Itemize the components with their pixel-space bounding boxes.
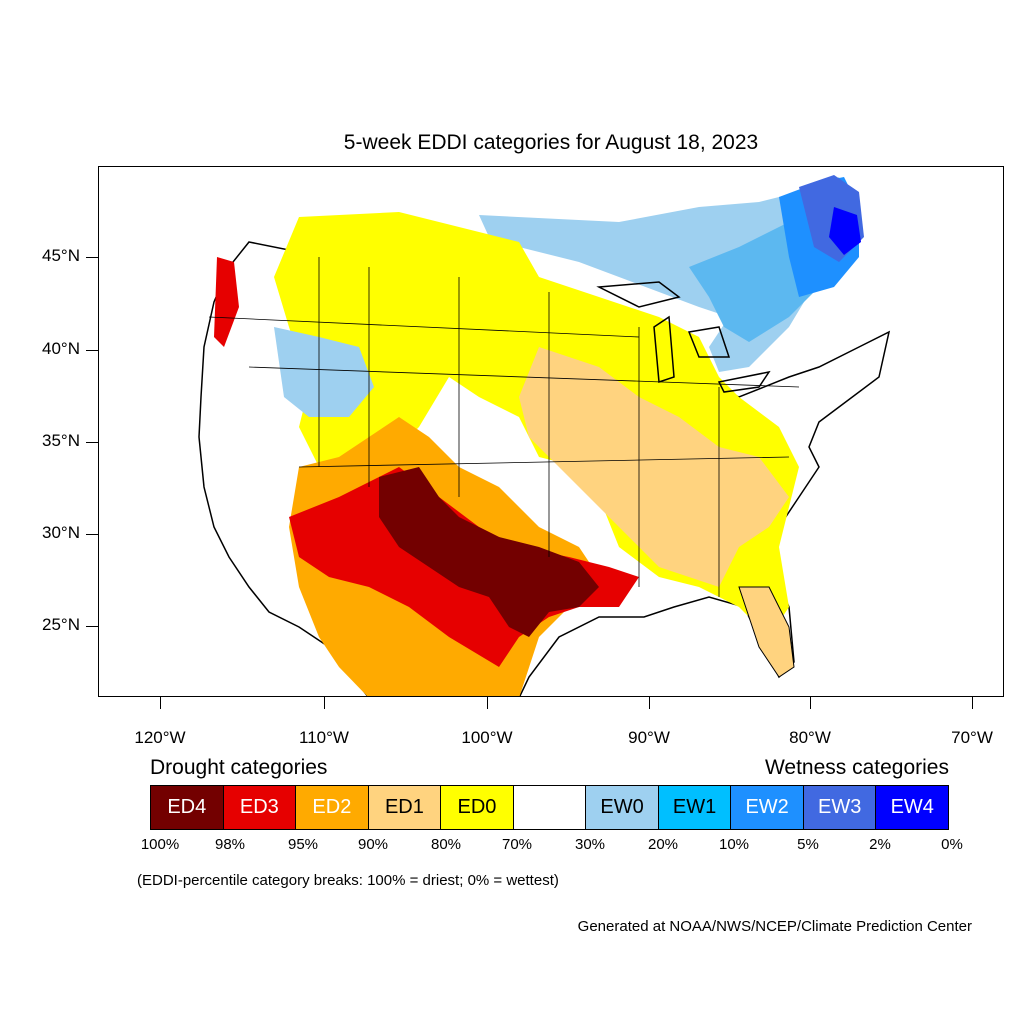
lat-tick	[86, 534, 98, 535]
drought-region-ed4	[379, 467, 599, 637]
lon-label-100: 100°W	[461, 728, 513, 747]
lat-tick	[86, 626, 98, 627]
pct-label: 90%	[357, 836, 389, 853]
pct-label: 98%	[214, 836, 246, 853]
drought-region-west-coast	[214, 257, 239, 347]
pct-label: 2%	[869, 836, 891, 853]
lat-tick	[86, 257, 98, 258]
drought-heading: Drought categories	[150, 756, 328, 779]
category-note: (EDDI-percentile category breaks: 100% =…	[137, 872, 559, 889]
pct-label: 0%	[941, 836, 963, 853]
pct-label: 30%	[574, 836, 606, 853]
state-boundaries	[208, 257, 800, 597]
lat-label-30: 30°N	[42, 523, 80, 542]
lon-tick	[649, 697, 650, 709]
legend-bar: ED4 ED3 ED2 ED1 ED0 EW0 EW1 EW2 EW3 EW4	[150, 785, 949, 830]
lat-label-40: 40°N	[42, 339, 80, 358]
lat-tick	[86, 442, 98, 443]
legend-cell-neutral	[513, 786, 587, 829]
legend-cell-ed3: ED3	[223, 786, 297, 829]
florida-drought	[738, 586, 795, 678]
lon-label-110: 110°W	[299, 728, 349, 747]
map-panel	[98, 166, 1004, 697]
legend-cell-ew1: EW1	[658, 786, 732, 829]
wet-region-west-ew0	[274, 327, 374, 417]
pct-label: 100%	[140, 836, 180, 853]
lon-tick	[324, 697, 325, 709]
legend-cell-ew2: EW2	[731, 786, 804, 829]
lon-tick	[810, 697, 811, 709]
legend-cell-ew4: EW4	[876, 786, 949, 829]
lat-tick	[86, 350, 98, 351]
pct-label: 80%	[430, 836, 462, 853]
wet-region-ew4	[829, 207, 861, 255]
legend-cell-ew0: EW0	[586, 786, 659, 829]
map-title: 5-week EDDI categories for August 18, 20…	[343, 131, 759, 154]
lon-label-70: 70°W	[951, 728, 993, 747]
pct-label: 95%	[287, 836, 319, 853]
lat-label-45: 45°N	[42, 246, 80, 265]
lon-tick	[487, 697, 488, 709]
great-lakes	[596, 281, 771, 393]
pct-label: 70%	[501, 836, 533, 853]
credit-line: Generated at NOAA/NWS/NCEP/Climate Predi…	[577, 918, 972, 935]
lon-tick	[160, 697, 161, 709]
legend-cell-ed1: ED1	[368, 786, 442, 829]
lat-label-35: 35°N	[42, 431, 80, 450]
pct-label: 5%	[797, 836, 819, 853]
lat-label-25: 25°N	[42, 615, 80, 634]
lon-label-90: 90°W	[628, 728, 670, 747]
drought-region-ed1	[519, 347, 789, 587]
wetness-heading: Wetness categories	[764, 756, 949, 779]
pct-label: 20%	[647, 836, 679, 853]
pct-label: 10%	[718, 836, 750, 853]
legend-cell-ed0: ED0	[441, 786, 514, 829]
legend-cell-ew3: EW3	[803, 786, 877, 829]
lon-label-120: 120°W	[134, 728, 186, 747]
lon-label-80: 80°W	[789, 728, 831, 747]
legend-cell-ed4: ED4	[151, 786, 224, 829]
lon-tick	[972, 697, 973, 709]
map-canvas	[198, 167, 1003, 696]
legend-cell-ed2: ED2	[296, 786, 369, 829]
